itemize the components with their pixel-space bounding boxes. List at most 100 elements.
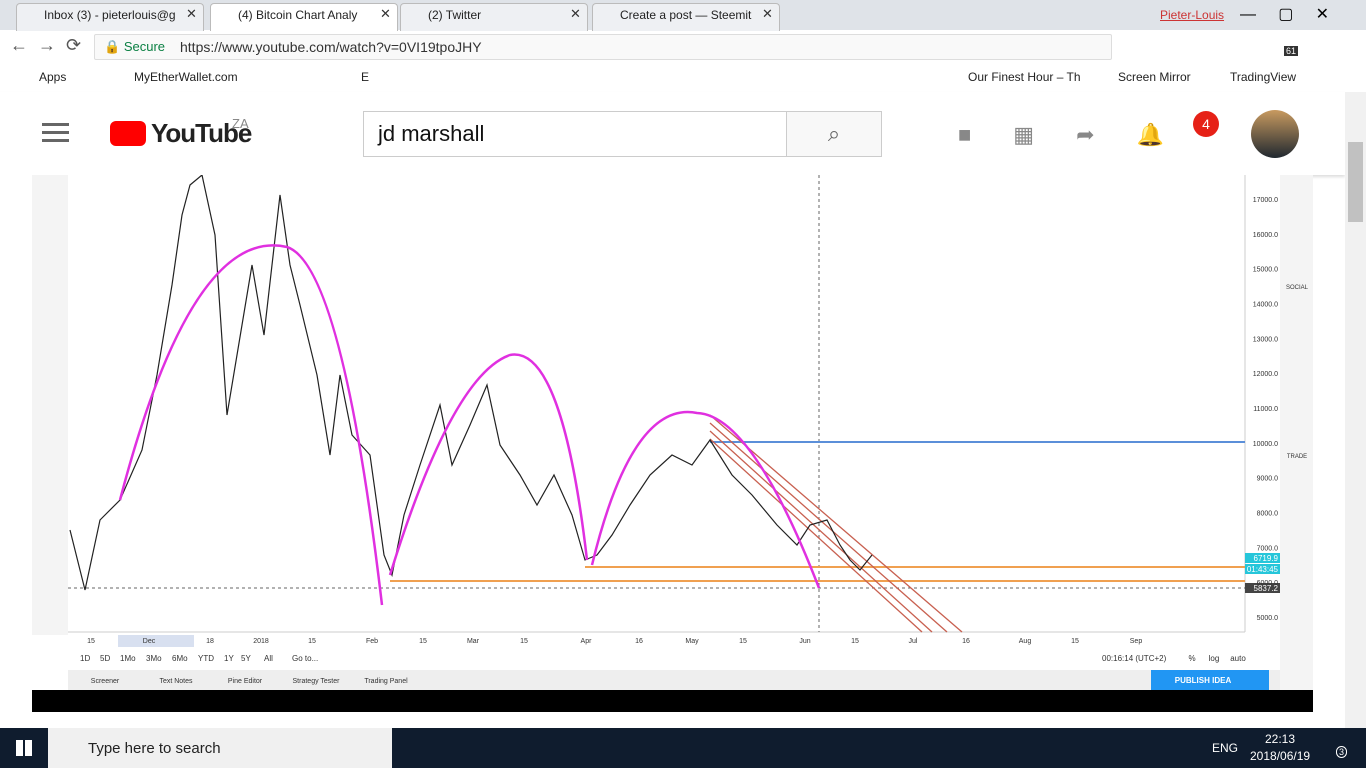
timeframe[interactable]: 6Mo: [172, 654, 188, 663]
last-price-tag: [1245, 553, 1280, 563]
nav-buttons[interactable]: ← → ⟳: [10, 35, 82, 55]
price-label: 16000.0: [1253, 232, 1278, 239]
scale-option[interactable]: log: [1209, 654, 1220, 663]
date-label: Sep: [1130, 638, 1143, 645]
tab-close[interactable]: ✕: [570, 6, 581, 21]
price-label: 8000.0: [1257, 510, 1279, 517]
tab-close[interactable]: ✕: [762, 6, 773, 21]
date-label: Aug: [1019, 638, 1032, 645]
bottom-tab[interactable]: Pine Editor: [228, 678, 263, 685]
date-label: 15: [419, 638, 427, 645]
page-margin: [0, 175, 32, 728]
last-price: 6719.9: [1254, 554, 1279, 563]
date-label: 15: [1071, 638, 1079, 645]
taskbar-search-text[interactable]: Type here to search: [88, 740, 221, 757]
bottom-panel: [68, 670, 1280, 690]
search-button[interactable]: ⌕: [786, 111, 882, 157]
date-highlight: [118, 635, 194, 647]
countdown-tag: [1245, 564, 1280, 574]
tab-close[interactable]: ✕: [186, 6, 197, 21]
drawing-toolbar: [32, 175, 68, 635]
tab[interactable]: [592, 3, 780, 31]
publish-button[interactable]: [1151, 670, 1269, 690]
bookmark[interactable]: MyEtherWallet.com: [134, 70, 238, 84]
sidebar-label: TRADE: [1287, 454, 1307, 460]
avatar[interactable]: [1251, 110, 1299, 158]
header-icons[interactable]: ■▦➦🔔: [958, 122, 1206, 147]
timeframe[interactable]: 1Y: [224, 654, 234, 663]
timeframe[interactable]: 1D: [80, 654, 90, 663]
url[interactable]: https://www.youtube.com/watch?v=0VI19tpo…: [180, 39, 482, 55]
bookmark[interactable]: Our Finest Hour – Th: [968, 70, 1081, 84]
tab-close[interactable]: ✕: [380, 6, 391, 21]
channel-lines: [709, 414, 963, 633]
tab[interactable]: [16, 3, 204, 31]
price-label: 11000.0: [1253, 406, 1278, 413]
countdown: 01:43:45: [1247, 565, 1279, 574]
bottom-tab[interactable]: Screener: [91, 678, 120, 685]
publish-label[interactable]: PUBLISH IDEA: [1175, 676, 1232, 685]
scrollbar[interactable]: [1345, 92, 1366, 728]
youtube-header: [0, 92, 1345, 175]
price-label: 17000.0: [1253, 197, 1278, 204]
tab-title[interactable]: Inbox (3) - pieterlouis@g: [44, 8, 176, 22]
bookmark[interactable]: Apps: [39, 70, 67, 84]
bottom-tab[interactable]: Text Notes: [159, 678, 193, 685]
profile-name[interactable]: Pieter-Louis: [1160, 8, 1225, 22]
price-label: 12000.0: [1253, 371, 1278, 378]
tab[interactable]: [400, 3, 588, 31]
date-label: 15: [520, 638, 528, 645]
timeframe[interactable]: YTD: [198, 654, 214, 663]
bottom-tab[interactable]: Strategy Tester: [293, 678, 341, 685]
bookmark[interactable]: E: [361, 70, 370, 84]
arc-annotations: [118, 244, 821, 606]
date-label: Mar: [467, 638, 480, 645]
taskbar-search[interactable]: [48, 728, 392, 768]
right-sidebar: [1280, 175, 1313, 690]
price-label: 9000.0: [1257, 476, 1279, 483]
bookmark[interactable]: Screen Mirror: [1118, 70, 1191, 84]
timeframe[interactable]: All: [264, 654, 273, 663]
window-controls[interactable]: — ▢ ✕: [1240, 6, 1329, 23]
date-label: 18: [206, 638, 214, 645]
bottom-tab[interactable]: Trading Panel: [364, 678, 408, 685]
search-query[interactable]: jd marshall: [378, 121, 485, 146]
action-center-badge[interactable]: 3: [1336, 746, 1348, 758]
bookmark[interactable]: TradingView: [1230, 70, 1297, 84]
tab[interactable]: [210, 3, 398, 31]
clock-time[interactable]: 22:13: [1264, 732, 1296, 746]
date-label: Apr: [581, 638, 593, 645]
price-series: [69, 175, 873, 591]
clock-date[interactable]: 2018/06/19: [1250, 749, 1311, 763]
start-button[interactable]: [16, 740, 32, 756]
scale-option[interactable]: %: [1188, 654, 1195, 663]
date-label: 15: [87, 638, 95, 645]
language[interactable]: ENG: [1212, 741, 1239, 755]
price-label: 14000.0: [1253, 301, 1278, 308]
scale-option[interactable]: auto: [1230, 654, 1246, 663]
price-label: 7000.0: [1257, 545, 1279, 552]
timeframe[interactable]: 1Mo: [120, 654, 136, 663]
timeframe[interactable]: 5D: [100, 654, 110, 663]
youtube-logo-icon[interactable]: [110, 121, 146, 146]
timeframe[interactable]: Go to...: [292, 654, 318, 663]
date-label: Feb: [366, 638, 378, 645]
tab-title[interactable]: (4) Bitcoin Chart Analy: [238, 8, 358, 22]
tab-title[interactable]: (2) Twitter: [428, 8, 482, 22]
tab-title[interactable]: Create a post — Steemit: [620, 8, 752, 22]
sidebar-label: SOCIAL: [1286, 285, 1309, 291]
chart-bg: [32, 175, 1313, 690]
price-label: 5000.0: [1257, 615, 1279, 622]
tradingview-chart: 6719.9 01:43:45 5837.2 00:16:14 (UTC+2) …: [32, 175, 1313, 690]
menu-icon[interactable]: [42, 123, 69, 126]
date-label: Jun: [799, 638, 810, 645]
date-label: 15: [851, 638, 859, 645]
timeframe[interactable]: 3Mo: [146, 654, 162, 663]
omnibox[interactable]: [94, 34, 1112, 60]
price-label: 10000.0: [1253, 441, 1278, 448]
price-label: 13000.0: [1253, 336, 1278, 343]
timeframe[interactable]: 5Y: [241, 654, 251, 663]
youtube-logo[interactable]: YouTube: [151, 118, 252, 148]
price-label: 15000.0: [1253, 267, 1278, 274]
